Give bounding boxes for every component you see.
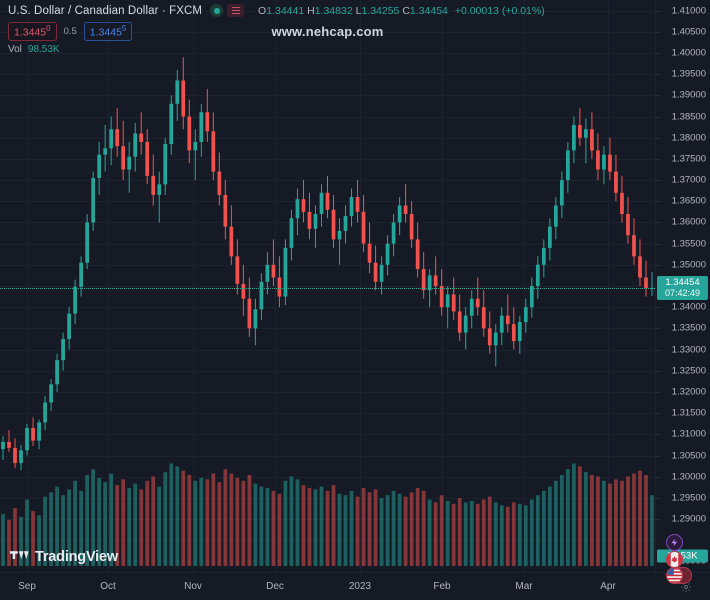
- price-axis[interactable]: 1.41000 1.40500 1.40000 1.39500 1.39000 1.385…: [655, 0, 710, 572]
- ohlc-open-value: 1.34441: [266, 4, 305, 17]
- price-axis-tick: 1.33000: [671, 344, 706, 356]
- price-axis-tick: 1.29000: [671, 513, 706, 525]
- price-axis-tick: 1.39500: [671, 68, 706, 80]
- current-price-line: [0, 287, 655, 289]
- ohlc-close-label: C: [402, 4, 410, 17]
- price-axis-tick: 1.36000: [671, 216, 706, 228]
- time-axis-tick: Sep: [18, 581, 36, 592]
- candlestick-series: [1, 57, 654, 566]
- lightning-icon[interactable]: [666, 534, 683, 551]
- ohlc-close-value: 1.34454: [409, 4, 448, 17]
- time-axis-tick: Oct: [100, 581, 116, 592]
- ohlc-high-label: H: [307, 4, 315, 17]
- volume-legend[interactable]: Vol 98.53K: [8, 44, 60, 55]
- tradingview-logo-text: TradingView: [35, 548, 118, 565]
- time-axis-tick: Apr: [600, 581, 616, 592]
- price-axis-tick: 1.30500: [671, 450, 706, 461]
- price-axis-tick: 1.38500: [671, 111, 706, 122]
- price-axis-tick: 1.35000: [671, 259, 706, 271]
- price-axis-tick: 1.40500: [671, 26, 706, 38]
- ask-price-box[interactable]: 1.34455: [83, 22, 133, 41]
- ohlc-change: +0.00013 (+0.01%): [454, 4, 545, 17]
- time-axis[interactable]: Sep Oct Nov Dec 2023 Feb Mar Apr: [0, 572, 710, 600]
- time-axis-tick: Nov: [184, 581, 202, 592]
- price-axis-tick: 1.34000: [671, 301, 706, 313]
- tradingview-mark-icon: [10, 547, 30, 566]
- price-axis-tick: 1.41000: [671, 5, 706, 17]
- chart-plot-area[interactable]: [0, 0, 655, 572]
- time-axis-tick: Mar: [515, 581, 533, 592]
- price-axis-tick: 1.40000: [671, 47, 706, 59]
- price-axis-tick: 1.32000: [671, 386, 706, 398]
- bid-price-box[interactable]: 1.34450: [8, 22, 57, 41]
- chart-legend: U.S. Dollar / Canadian Dollar · FXCM O1.…: [8, 3, 545, 18]
- ohlc-low-label: L: [355, 4, 362, 17]
- price-axis-tick: 1.36500: [671, 195, 706, 207]
- tradingview-logo[interactable]: TradingView: [10, 547, 118, 566]
- ask-price-fraction: 5: [121, 24, 127, 33]
- price-axis-tick: 1.35500: [671, 238, 706, 250]
- price-axis-tick: 1.32500: [671, 365, 706, 377]
- ohlc-open-label: O: [258, 4, 267, 17]
- spread-value: 0.5: [63, 25, 77, 37]
- ohlc-high-value: 1.34832: [314, 4, 353, 17]
- time-axis-tick: Dec: [266, 581, 284, 592]
- green-dot-icon[interactable]: [210, 4, 224, 17]
- current-time-value: 07:42:49: [664, 287, 701, 298]
- canada-flag-icon[interactable]: [666, 551, 683, 568]
- ohlc-low-value: 1.34255: [361, 4, 400, 17]
- volume-legend-label: Vol: [8, 44, 22, 55]
- price-axis-tick: 1.31000: [671, 428, 706, 440]
- site-watermark: www.nehcap.com: [271, 24, 384, 39]
- ask-price: 1.3445: [89, 26, 122, 39]
- price-axis-tick: 1.39000: [671, 89, 706, 101]
- bid-price: 1.3445: [14, 26, 47, 39]
- bid-price-fraction: 0: [46, 24, 51, 33]
- bid-ask-widget: 1.34450 0.5 1.34455: [8, 22, 133, 41]
- price-axis-tick: 1.37000: [671, 174, 706, 186]
- ohlc-values: O1.34441 H1.34832 L1.34255 C1.34454 +0.0…: [258, 5, 545, 17]
- price-axis-tick: 1.38000: [671, 132, 706, 144]
- price-axis-tick: 1.31500: [671, 407, 706, 419]
- bars-icon[interactable]: [227, 4, 245, 17]
- current-price-badge: 1.34454 07:42:49: [657, 275, 708, 300]
- price-axis-tick: 1.37500: [671, 153, 706, 165]
- price-axis-tick: 1.29500: [671, 492, 706, 504]
- time-axis-tick: 2023: [348, 581, 372, 592]
- symbol-title[interactable]: U.S. Dollar / Canadian Dollar · FXCM: [8, 4, 203, 17]
- price-axis-tick: 1.30000: [671, 471, 706, 483]
- legend-title-row: U.S. Dollar / Canadian Dollar · FXCM O1.…: [8, 3, 545, 18]
- price-axis-tick: 1.33500: [671, 322, 706, 334]
- volume-legend-value: 98.53K: [27, 44, 60, 55]
- current-price-value: 1.34454: [665, 276, 700, 288]
- time-axis-tick: Feb: [433, 581, 451, 592]
- usa-flag-icon[interactable]: [666, 567, 683, 584]
